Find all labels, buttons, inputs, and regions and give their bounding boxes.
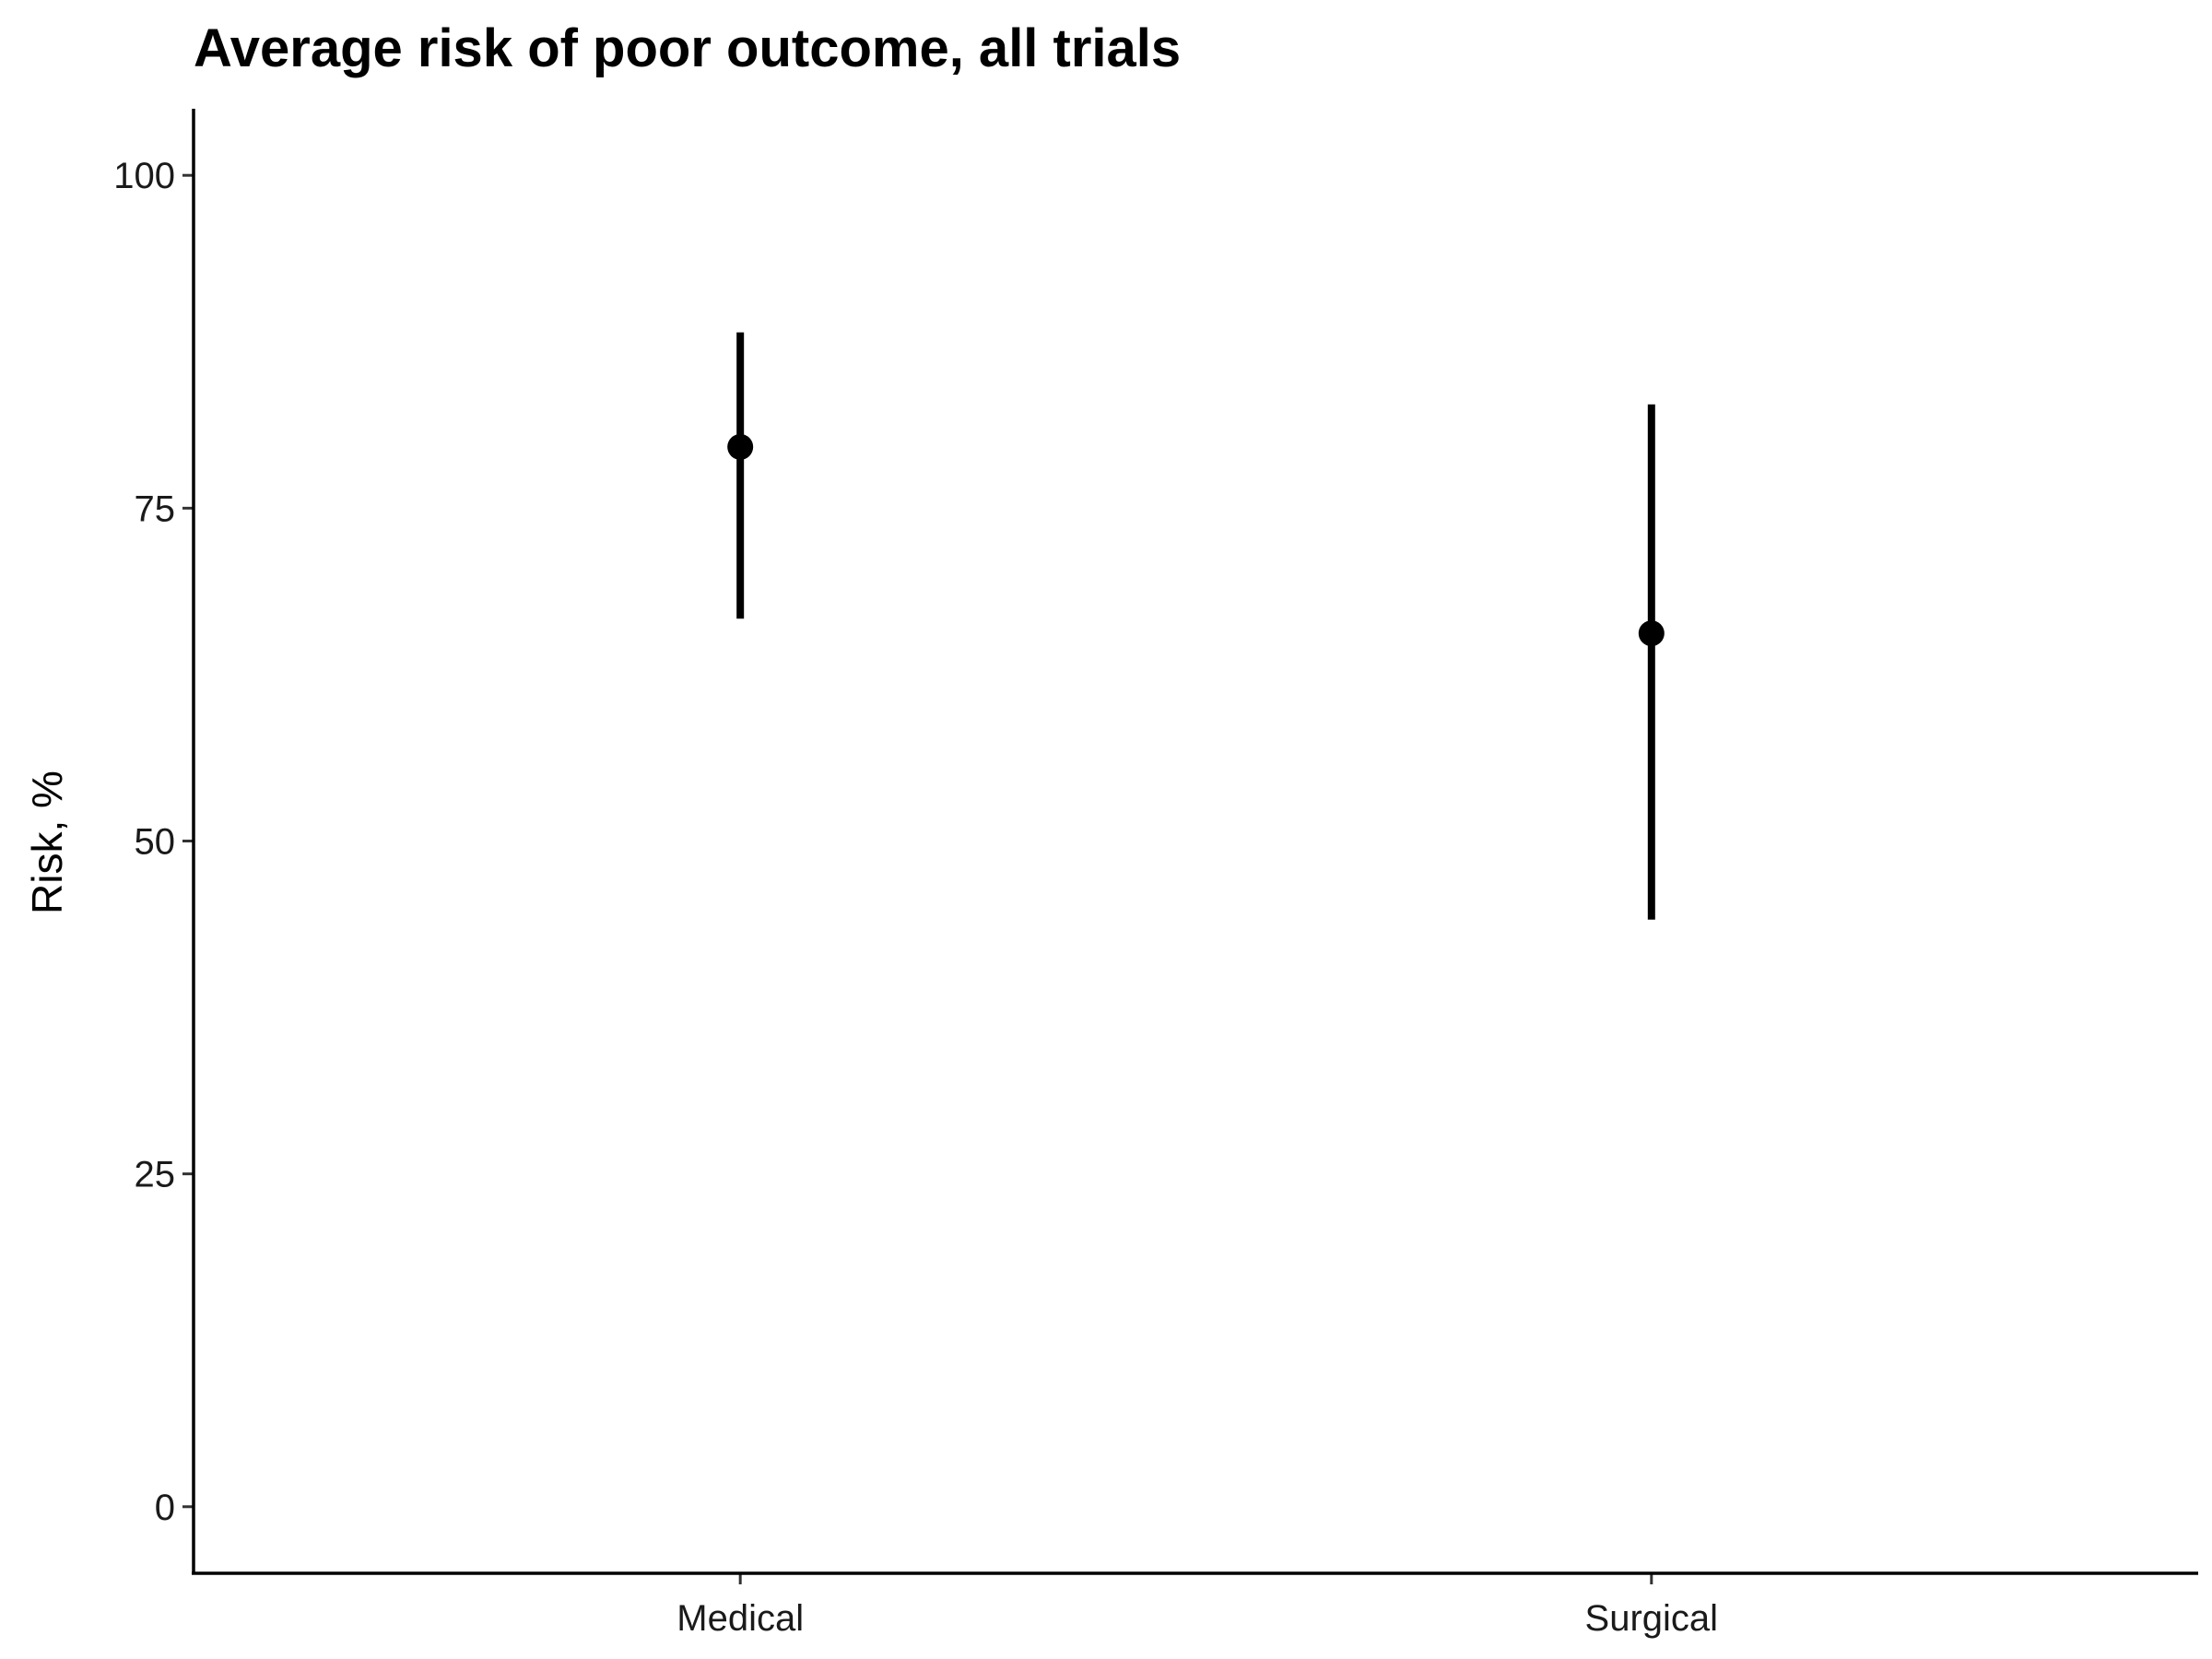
y-axis-title: Risk, % (23, 771, 71, 914)
y-tick-label: 0 (155, 1488, 175, 1528)
y-tick-label: 25 (135, 1155, 176, 1195)
y-tick-label: 50 (135, 822, 176, 863)
x-tick-label: Medical (677, 1598, 804, 1639)
point-medical (727, 433, 754, 460)
x-tick-label: Surgical (1585, 1598, 1719, 1639)
plot-marks (727, 332, 1665, 920)
chart-title: Average risk of poor outcome, all trials (194, 18, 1181, 78)
x-axis-ticks: Medical Surgical (677, 1573, 1718, 1639)
y-tick-label: 100 (113, 156, 175, 196)
point-surgical (1638, 620, 1665, 647)
y-axis-ticks: 0 25 50 75 100 (113, 156, 194, 1528)
y-tick-label: 75 (135, 488, 176, 529)
